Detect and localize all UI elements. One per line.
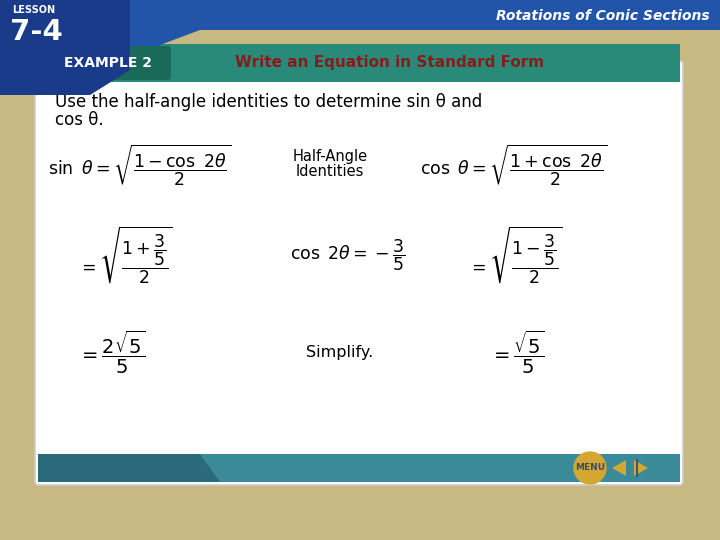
Text: LESSON: LESSON (12, 5, 55, 15)
Text: 7-4: 7-4 (10, 18, 63, 46)
Text: $= \sqrt{\dfrac{1-\dfrac{3}{5}}{2}}$: $= \sqrt{\dfrac{1-\dfrac{3}{5}}{2}}$ (468, 224, 563, 286)
Text: Identities: Identities (296, 165, 364, 179)
Polygon shape (634, 460, 648, 476)
Text: Half-Angle: Half-Angle (292, 150, 368, 165)
Text: $\cos\ \theta = \sqrt{\dfrac{1+\cos\ 2\theta}{2}}$: $\cos\ \theta = \sqrt{\dfrac{1+\cos\ 2\t… (420, 142, 608, 188)
FancyBboxPatch shape (35, 61, 683, 485)
Text: MENU: MENU (575, 463, 605, 472)
Text: Write an Equation in Standard Form: Write an Equation in Standard Form (235, 56, 544, 71)
FancyBboxPatch shape (45, 46, 171, 80)
FancyBboxPatch shape (0, 0, 720, 30)
Text: $\sin\ \theta = \sqrt{\dfrac{1-\cos\ 2\theta}{2}}$: $\sin\ \theta = \sqrt{\dfrac{1-\cos\ 2\t… (48, 142, 231, 188)
Polygon shape (612, 460, 626, 476)
FancyBboxPatch shape (38, 454, 680, 482)
Text: Use the half-angle identities to determine sin θ and: Use the half-angle identities to determi… (55, 93, 482, 111)
Text: Simplify.: Simplify. (307, 345, 374, 360)
Text: EXAMPLE 2: EXAMPLE 2 (64, 56, 152, 70)
Text: $= \dfrac{2\sqrt{5}}{5}$: $= \dfrac{2\sqrt{5}}{5}$ (78, 328, 145, 376)
Polygon shape (0, 0, 130, 95)
Circle shape (574, 452, 606, 484)
Polygon shape (38, 454, 220, 482)
Text: cos θ.: cos θ. (55, 111, 104, 129)
Polygon shape (0, 0, 720, 70)
Text: $\cos\ 2\theta = -\dfrac{3}{5}$: $\cos\ 2\theta = -\dfrac{3}{5}$ (290, 237, 405, 273)
FancyBboxPatch shape (38, 44, 680, 82)
Text: $= \dfrac{\sqrt{5}}{5}$: $= \dfrac{\sqrt{5}}{5}$ (490, 328, 545, 376)
Text: Rotations of Conic Sections: Rotations of Conic Sections (496, 9, 710, 23)
Text: $= \sqrt{\dfrac{1+\dfrac{3}{5}}{2}}$: $= \sqrt{\dfrac{1+\dfrac{3}{5}}{2}}$ (78, 224, 173, 286)
